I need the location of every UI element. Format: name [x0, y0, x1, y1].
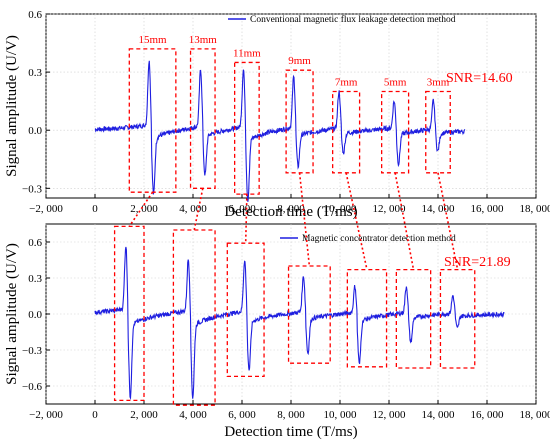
y-tick-label: −0.3 [22, 183, 42, 195]
x-tick-label: 16, 000 [471, 203, 505, 215]
x-tick-label: 10, 000 [324, 409, 358, 421]
defect-size-label: 5mm [384, 76, 407, 88]
y-tick-label: 0.6 [28, 9, 42, 21]
defect-highlight-box [425, 90, 451, 174]
snr-label: SNR=14.60 [446, 71, 513, 86]
x-tick-label: 6, 000 [228, 203, 256, 215]
x-tick-label: −2, 000 [29, 409, 63, 421]
x-tick-label: 4, 000 [179, 203, 207, 215]
box-connector-line [345, 172, 368, 270]
defect-highlight-box [287, 265, 331, 364]
connector-lines [128, 172, 459, 270]
x-tick-label: 18, 000 [520, 409, 550, 421]
x-tick-label: 0 [92, 203, 98, 215]
x-tick-label: 2, 000 [130, 203, 158, 215]
x-tick-label: 18, 000 [520, 203, 550, 215]
x-tick-label: 10, 000 [324, 203, 358, 215]
x-tick-label: 8, 000 [277, 409, 305, 421]
x-tick-label: 12, 000 [373, 409, 407, 421]
legend-label: Conventional magnetic flux leakage detec… [250, 14, 456, 25]
defect-highlight-box [331, 90, 361, 174]
defect-highlight-box [285, 69, 314, 174]
top-chart-panel: −2, 000 0 2, 000 4, 000 6, 000 8, 000 10, 000 1… [4, 9, 550, 220]
defect-size-label: 15mm [139, 34, 168, 46]
y-axis-label: Signal amplitude (U/V) [4, 35, 20, 177]
x-tick-label: −2, 000 [29, 203, 63, 215]
y-tick-label: −0.6 [22, 381, 42, 393]
snr-label: SNR=21.89 [444, 255, 511, 270]
defect-size-label: 3mm [427, 76, 450, 88]
y-tick-label: −0.3 [22, 345, 42, 357]
x-tick-label: 4, 000 [179, 409, 207, 421]
defect-highlight-box [226, 242, 265, 378]
x-tick-label: 2, 000 [130, 409, 158, 421]
defect-highlight-box [439, 268, 476, 369]
x-tick-label: 0 [92, 409, 98, 421]
signal-series-line [94, 246, 505, 401]
defect-highlight-box [172, 229, 216, 406]
x-axis-label: Detection time (T/ms) [224, 204, 357, 220]
box-connector-line [437, 172, 459, 270]
x-tick-label: 12, 000 [373, 203, 407, 215]
x-tick-label: 14, 000 [422, 203, 456, 215]
defect-size-label: 13mm [189, 34, 218, 46]
box-connector-line [298, 172, 311, 267]
x-tick-label: 8, 000 [277, 203, 305, 215]
y-axis-label: Signal amplitude (U/V) [4, 243, 20, 385]
signal-series-line [94, 60, 466, 202]
defect-size-label: 11mm [233, 47, 261, 59]
legend-label: Magnetic concentrator detection method [302, 234, 456, 244]
defect-size-label: 7mm [335, 76, 358, 88]
x-tick-label: 6, 000 [228, 409, 256, 421]
defect-highlight-box [380, 90, 410, 174]
y-tick-label: 0.3 [28, 273, 42, 285]
defect-highlight-box [395, 268, 432, 369]
x-tick-label: 14, 000 [422, 409, 456, 421]
bottom-chart-panel: −2, 000 0 2, 000 4, 000 6, 000 8, 000 10, 000 1… [4, 223, 550, 440]
defect-highlight-box [346, 268, 388, 368]
x-tick-label: 16, 000 [471, 409, 505, 421]
y-tick-label: 0.3 [28, 67, 42, 79]
y-tick-label: 0.0 [28, 309, 42, 321]
defect-size-label: 9mm [288, 55, 311, 67]
y-tick-label: 0.6 [28, 237, 42, 249]
y-tick-label: 0.0 [28, 125, 42, 137]
box-connector-line [244, 194, 248, 244]
box-connector-line [394, 172, 415, 270]
x-axis-label: Detection time (T/ms) [224, 424, 357, 440]
